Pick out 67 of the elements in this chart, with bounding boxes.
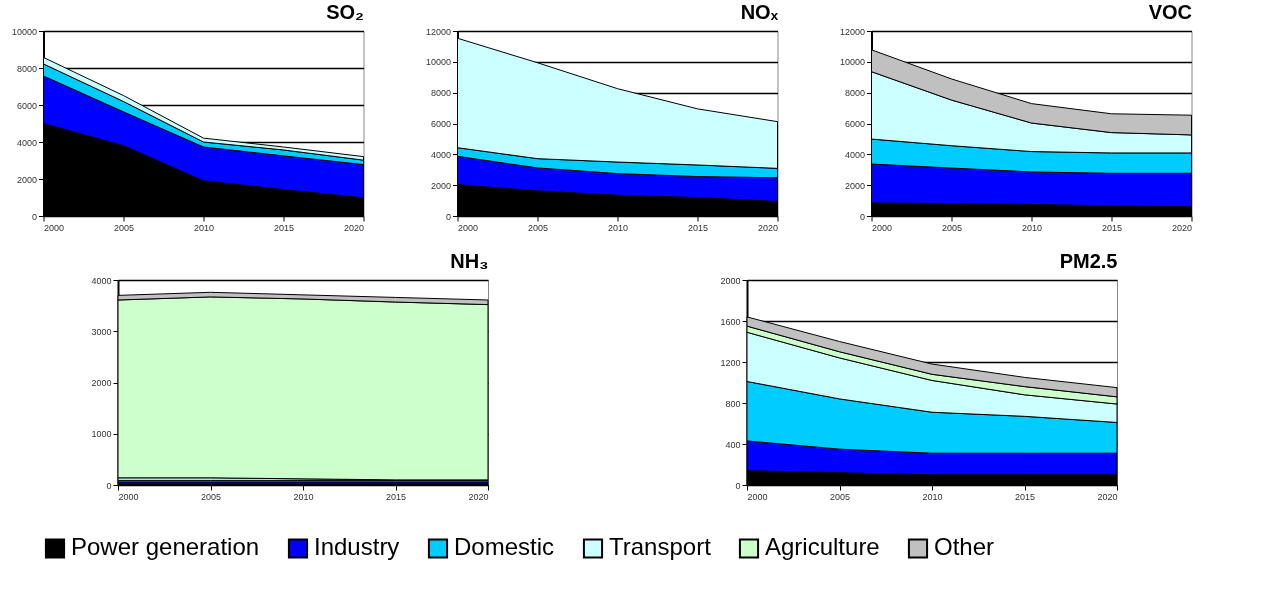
y-tick-label: 4000 [844,149,865,160]
y-tick-label: 4000 [16,137,37,148]
legend-label: Power generation [71,533,260,561]
y-tick-label: 3000 [91,326,112,337]
x-tick-label: 2005 [829,491,851,502]
y-tick-label: 400 [725,439,741,450]
x-tick-label: 2000 [118,491,139,502]
y-tick-label: 12000 [839,26,865,37]
y-tick-label: 4000 [430,149,451,160]
y-tick-label: 6000 [844,119,865,129]
x-tick-label: 2020 [1097,491,1118,502]
x-tick-label: 2015 [385,491,407,502]
y-tick-label: 0 [31,211,37,222]
x-tick-label: 2005 [941,222,963,233]
y-tick-label: 10000 [839,57,865,68]
y-tick-label: 12000 [425,26,451,37]
legend-label: Industry [314,533,400,561]
y-tick-label: 4000 [91,275,112,286]
y-tick-label: 800 [725,398,741,409]
x-tick-label: 2005 [200,491,222,502]
x-tick-label: 2015 [273,222,295,233]
x-tick-label: 2020 [757,222,778,233]
y-tick-label: 2000 [844,180,865,191]
legend-label: Agriculture [765,533,880,561]
y-tick-label: 8000 [16,63,37,74]
x-tick-label: 2010 [1021,222,1043,233]
x-tick-label: 2000 [458,222,479,233]
chart-title: PM2.5 [1059,250,1118,272]
x-tick-label: 2010 [293,491,314,502]
y-tick-label: 10000 [11,26,37,37]
y-tick-label: 2000 [430,180,451,191]
y-tick-label: 6000 [430,119,451,129]
y-tick-label: 8000 [844,88,865,99]
legend-label: Other [934,533,995,561]
y-tick-label: 1200 [720,357,741,368]
y-tick-label: 2000 [720,275,741,286]
x-tick-label: 2015 [687,222,709,233]
x-tick-label: 2020 [468,491,489,502]
x-tick-label: 2020 [1171,222,1192,233]
y-tick-label: 1000 [91,429,112,440]
y-tick-label: 6000 [16,100,37,111]
y-tick-label: 0 [106,480,112,491]
x-tick-label: 2005 [527,222,549,233]
x-tick-label: 2020 [343,222,364,233]
y-tick-label: 10000 [425,57,451,68]
x-tick-label: 2015 [1101,222,1123,233]
x-tick-label: 2010 [607,222,629,233]
y-tick-label: 0 [859,211,865,222]
legend-label: Transport [609,533,712,561]
chart-title: NOₓ [740,1,779,23]
y-tick-label: 2000 [16,174,37,185]
y-tick-label: 0 [445,211,451,222]
legend-label: Domestic [454,533,555,561]
x-tick-label: 2000 [747,491,768,502]
chart-title: SO₂ [326,1,364,23]
y-tick-label: 8000 [430,88,451,99]
x-tick-label: 2000 [872,222,893,233]
chart-title: VOC [1148,1,1192,23]
y-tick-label: 0 [735,480,741,491]
x-tick-label: 2000 [44,222,65,233]
x-tick-label: 2010 [193,222,215,233]
x-tick-label: 2015 [1014,491,1036,502]
y-tick-label: 2000 [91,378,112,388]
y-tick-label: 1600 [720,316,741,327]
x-tick-label: 2005 [113,222,135,233]
x-tick-label: 2010 [922,491,943,502]
chart-title: NH₃ [450,250,489,272]
